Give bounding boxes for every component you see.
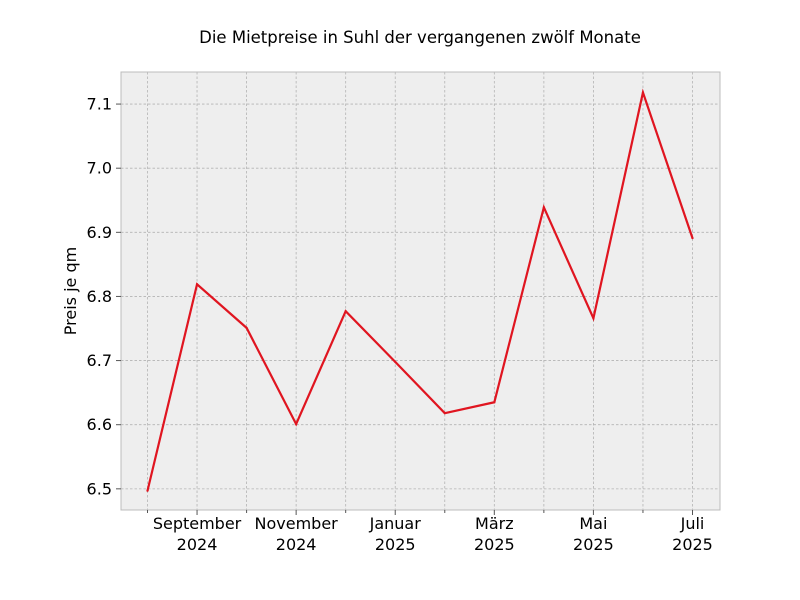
y-tick-label: 6.7 (87, 351, 112, 370)
data-point (443, 412, 446, 415)
data-point (295, 422, 298, 426)
data-point (394, 360, 397, 363)
data-point (542, 206, 545, 209)
x-tick-label-month: November (255, 514, 339, 533)
grid-lines (121, 72, 720, 510)
x-tick-label-year: 2025 (573, 535, 614, 554)
y-axis: 6.5 6.6 6.7 6.8 6.9 7.0 7.1 (87, 95, 121, 498)
data-point (245, 326, 248, 329)
y-tick-label: 7.0 (87, 159, 112, 178)
data-point (493, 401, 496, 404)
y-tick-label: 6.5 (87, 479, 112, 498)
data-point (146, 489, 149, 492)
data-point (592, 317, 595, 320)
data-point (641, 91, 645, 94)
x-tick-label-year: 2024 (276, 535, 317, 554)
plot-frame (120, 71, 721, 511)
x-tick-label-year: 2025 (375, 535, 416, 554)
y-tick-label: 6.8 (87, 287, 112, 306)
data-point (691, 236, 694, 240)
x-tick-label-year: 2025 (474, 535, 515, 554)
plot-background (121, 72, 720, 510)
chart-title: Die Mietpreise in Suhl der vergangenen z… (199, 28, 641, 47)
x-tick-label-month: März (475, 514, 514, 533)
x-tick-label-year: 2024 (177, 535, 218, 554)
data-point (195, 283, 199, 286)
x-tick-label-month: Mai (579, 514, 607, 533)
y-tick-label: 6.6 (87, 415, 112, 434)
y-tick-label: 6.9 (87, 223, 112, 242)
y-axis-label: Preis je qm (61, 247, 80, 335)
series-group (146, 88, 694, 492)
x-tick-label-month: Januar (369, 514, 422, 533)
series-line (146, 88, 694, 492)
x-tick-label-year: 2025 (672, 535, 713, 554)
data-point (344, 310, 347, 313)
y-tick-label: 7.1 (87, 95, 112, 114)
x-tick-label-month: September (153, 514, 242, 533)
x-tick-label-month: Juli (680, 514, 705, 533)
x-axis: September 2024 November 2024 Januar 2025 März 2… (147, 510, 713, 554)
